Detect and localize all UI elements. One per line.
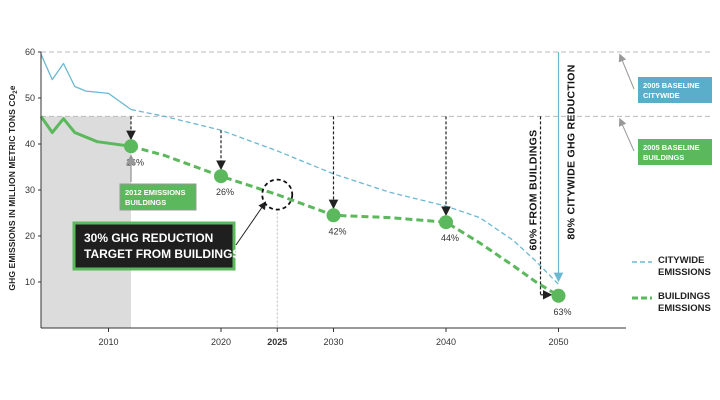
baseline-callout-line2-1: BUILDINGS — [643, 153, 684, 162]
milestone-point-3 — [439, 215, 453, 230]
milestone-point-0 — [124, 139, 138, 154]
x-tick-label-4: 2040 — [436, 337, 456, 347]
y-tick-label-5: 60 — [25, 47, 35, 57]
baseline-callout-box-1 — [638, 139, 712, 165]
y-axis-label-suffix: e — [7, 85, 17, 90]
milestone-label-4: 63% — [554, 307, 572, 317]
baseline-lines — [41, 51, 712, 117]
legend-label1-0: CITYWIDE — [658, 255, 704, 266]
series-lines — [39, 54, 560, 298]
series-dashed-1 — [130, 144, 560, 298]
target-box — [72, 221, 236, 271]
emissions-2012-box — [119, 183, 197, 211]
legend-label2-0: EMISSIONS — [658, 267, 711, 278]
x-ticks: 2010 2020 2025 2030 2040 2050 — [98, 328, 569, 347]
milestone-label-1: 26% — [216, 187, 234, 197]
y-tick-label-3: 40 — [25, 139, 35, 149]
x-tick-label-5: 2050 — [548, 337, 568, 347]
y-axis-label-sub: 2 — [13, 90, 19, 94]
y-tick-label-4: 50 — [25, 93, 35, 103]
baseline-callout-line2-0: CITYWIDE — [643, 91, 680, 100]
milestone-label-2: 42% — [329, 226, 347, 236]
y-tick-label-2: 30 — [25, 185, 35, 195]
baseline-callout-arrow-0 — [618, 53, 635, 90]
y-tick-label-1: 20 — [25, 231, 35, 241]
series-solid-1 — [39, 115, 132, 148]
x-tick-label-0: 2010 — [98, 337, 118, 347]
milestone-arrows — [126, 52, 564, 300]
y-tick-label-0: 10 — [25, 277, 35, 287]
baseline-callout-box-0 — [638, 77, 712, 103]
milestone-point-1 — [214, 169, 228, 184]
legend-label1-1: BUILDINGS — [658, 291, 710, 302]
y-ticks: 10 20 30 40 50 60 — [25, 47, 41, 287]
target-circle — [261, 178, 294, 211]
vertical-text-buildings: 60% FROM BUILDINGS — [528, 130, 540, 251]
emissions-2012-line1: 2012 EMISSIONS — [125, 188, 185, 197]
milestone-point-2 — [326, 208, 341, 223]
baseline-callout-line1-0: 2005 BASELINE — [643, 81, 700, 90]
milestone-label-3: 44% — [441, 233, 459, 243]
target-line1: 30% GHG REDUCTION — [84, 231, 213, 245]
vertical-text-citywide: 80% CITYWIDE GHG REDUCTION — [566, 64, 578, 239]
target-arrow — [235, 201, 267, 246]
milestone-label-0: 16% — [126, 157, 144, 167]
milestone-point-4 — [551, 288, 566, 303]
baseline-callout-line1-1: 2005 BASELINE — [643, 143, 700, 152]
emissions-2012-line2: BUILDINGS — [125, 198, 166, 207]
legend-label2-1: EMISSIONS — [658, 303, 711, 314]
y-axis-label-main: GHG EMISSIONS IN MILLION METRIC TONS CO — [7, 93, 17, 290]
baseline-callout-arrow-1 — [618, 117, 635, 152]
y-axis-label: GHG EMISSIONS IN MILLION METRIC TONS CO2… — [7, 85, 19, 290]
target-line2: TARGET FROM BUILDINGS — [84, 247, 240, 261]
x-tick-label-1: 2020 — [211, 337, 231, 347]
x-tick-label-3: 2030 — [323, 337, 343, 347]
series-dashed-0 — [130, 108, 559, 285]
series-solid-0 — [40, 54, 132, 111]
x-tick-label-2: 2025 — [267, 337, 287, 347]
